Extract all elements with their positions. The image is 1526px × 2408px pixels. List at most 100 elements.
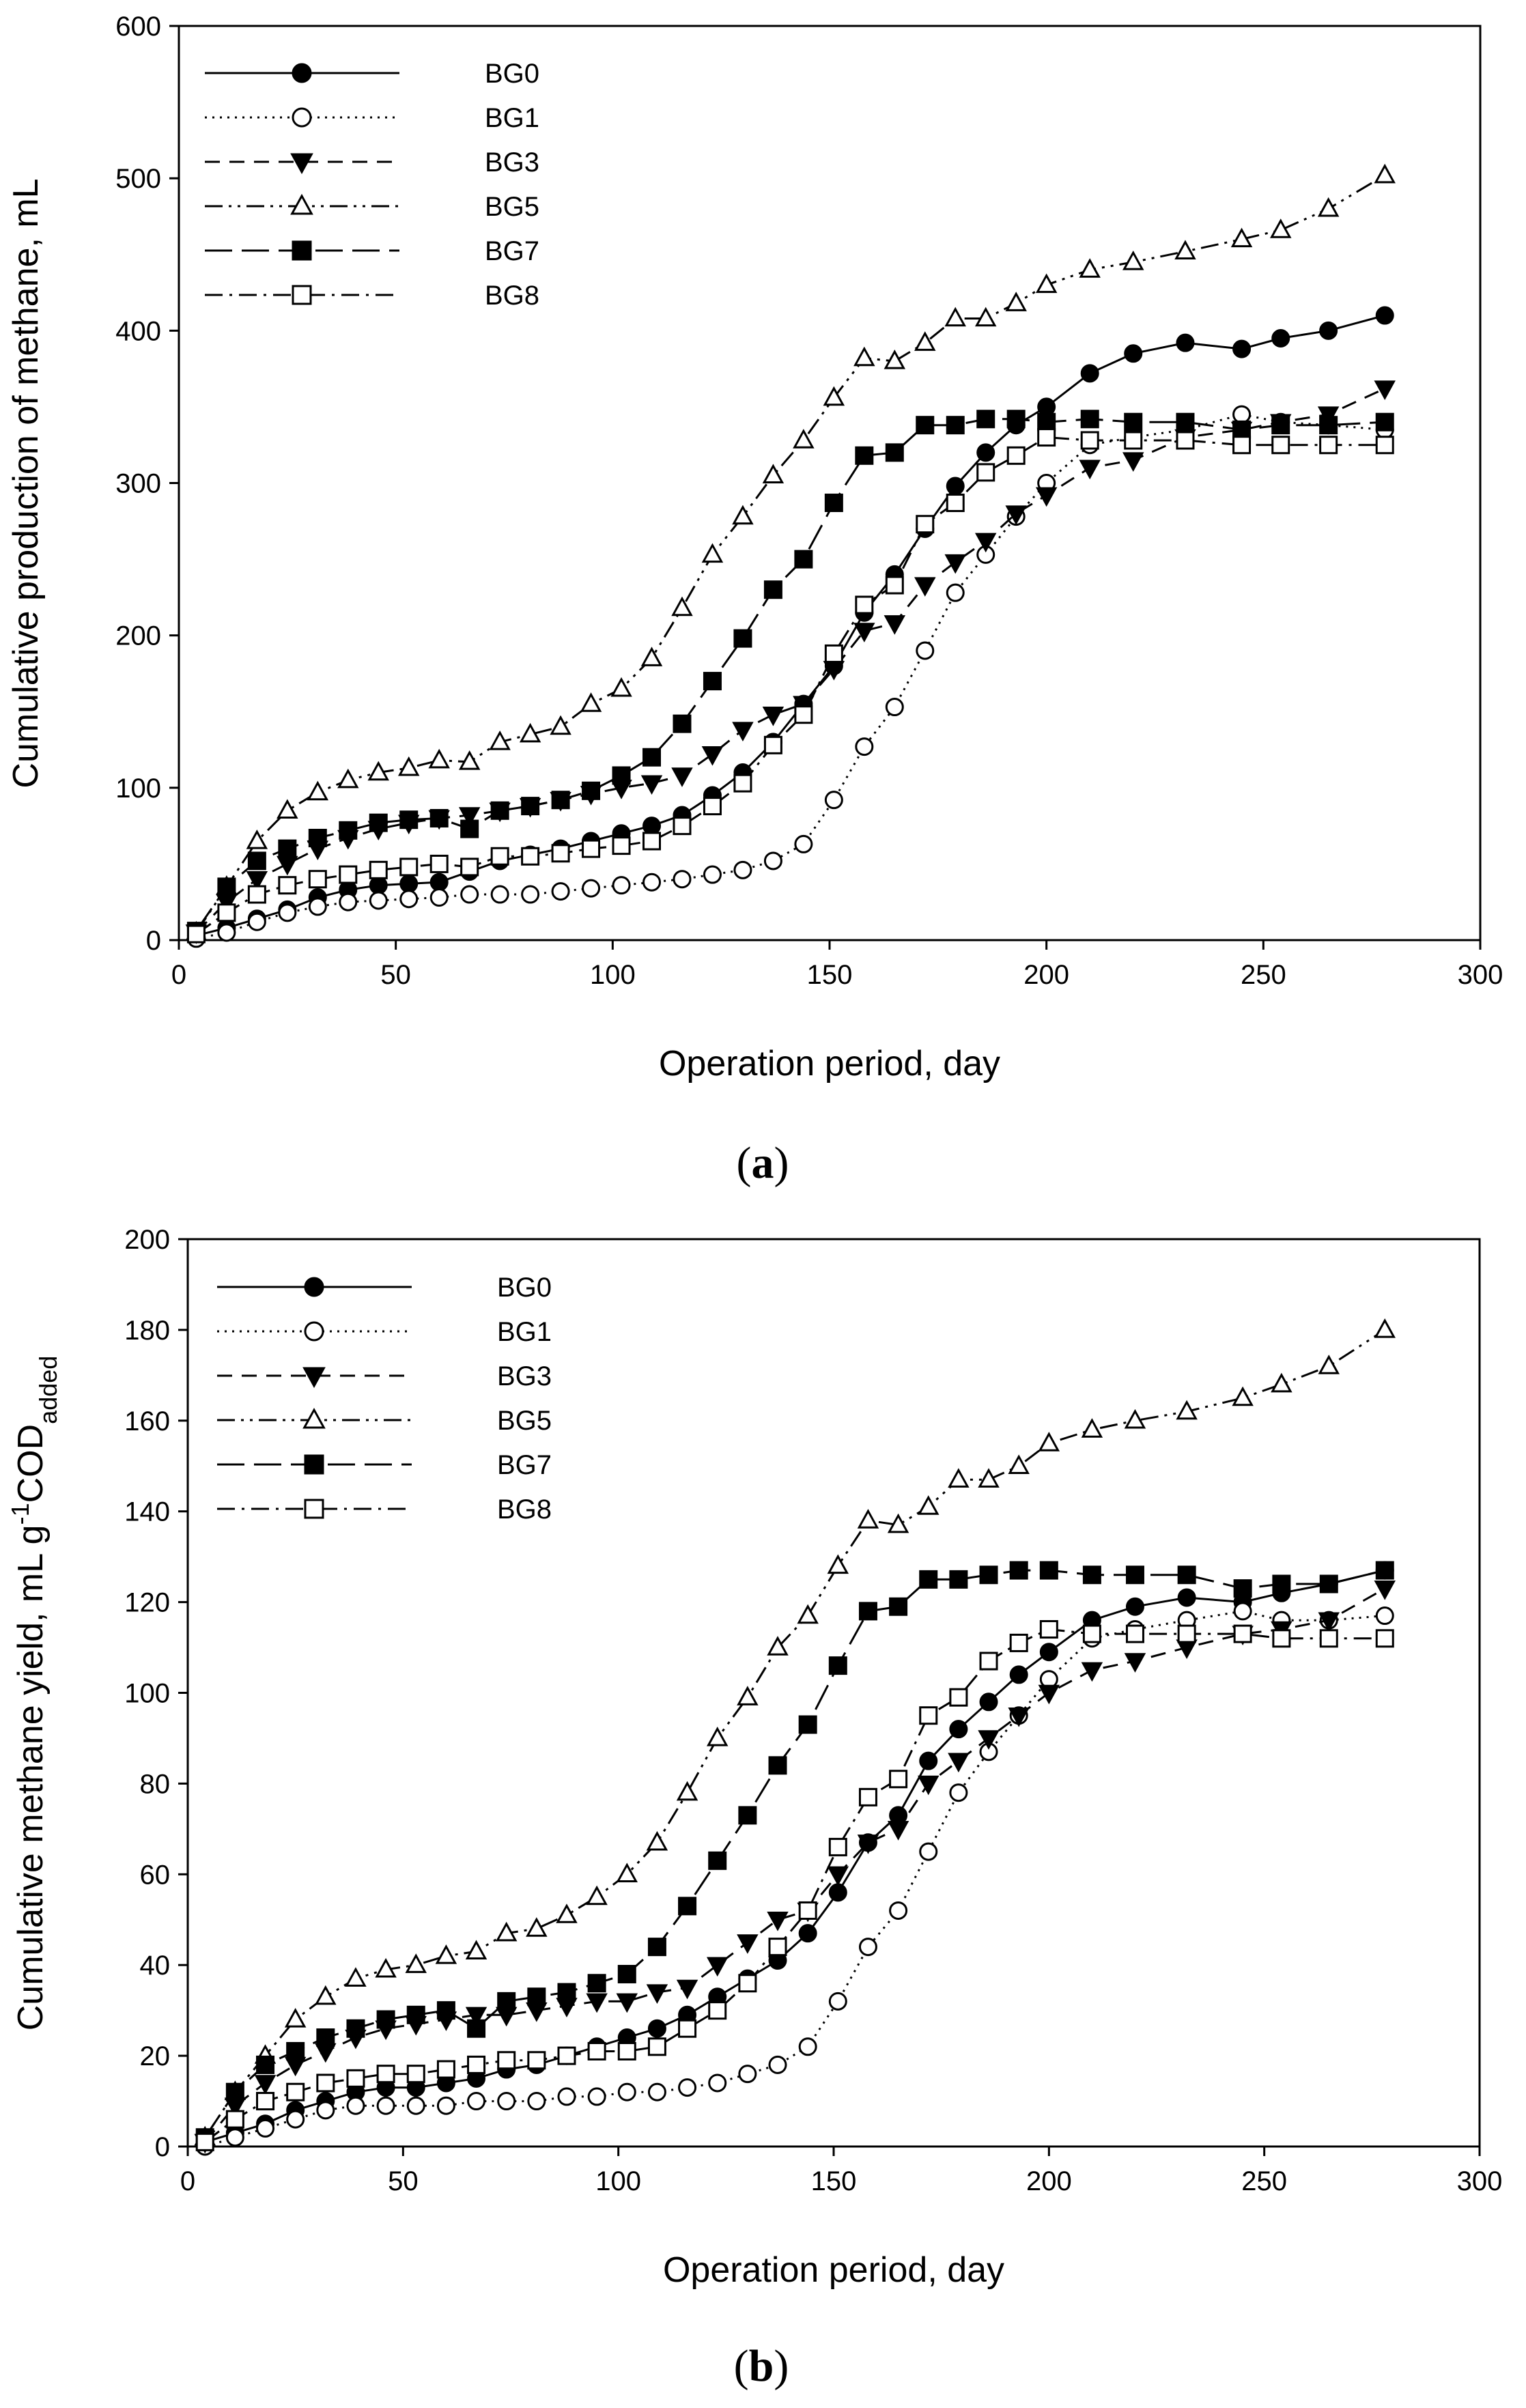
chart-a-y-axis-title: Cumulative production of methane, mL — [6, 178, 46, 788]
data-point-bg5 — [646, 1830, 668, 1851]
data-point-bg7 — [1009, 1561, 1028, 1580]
data-point-bg7 — [919, 1570, 938, 1589]
data-point-bg5 — [519, 722, 541, 743]
data-point-bg8 — [497, 2051, 516, 2070]
data-point-bg5 — [367, 761, 389, 781]
data-point-bg7 — [824, 494, 843, 513]
data-point-bg8 — [824, 644, 843, 663]
data-point-bg5 — [1081, 1418, 1103, 1438]
data-point-bg1 — [286, 2110, 305, 2129]
data-point-bg8 — [1082, 1624, 1101, 1643]
chart-b: 0 50 100 150 200 250 300 0 20 40 60 80 100 120 140 160 1… — [6, 1225, 1503, 2391]
data-point-bg1 — [587, 2087, 606, 2106]
series-bg5 — [185, 163, 1396, 941]
data-point-bg7 — [733, 629, 752, 648]
data-point-bg7 — [1176, 412, 1195, 431]
data-point-bg7 — [1124, 412, 1143, 431]
data-point-bg5 — [610, 677, 632, 697]
data-point-bg1 — [916, 641, 935, 660]
data-point-bg1 — [217, 923, 236, 942]
data-point-bg3 — [1035, 487, 1058, 507]
x-tick-label: 250 — [1241, 960, 1286, 990]
legend-label: BG1 — [485, 103, 539, 133]
data-point-bg7 — [278, 839, 297, 858]
data-point-bg1 — [460, 885, 479, 904]
data-point-bg3 — [857, 1835, 879, 1854]
series-bg8 — [186, 428, 1394, 944]
chart-a: 0 50 100 150 200 250 300 0 100 200 300 400 500 600 BG… — [6, 12, 1503, 1188]
legend-item-bg1: BG1 — [217, 1317, 552, 1347]
legend-marker-bg1 — [292, 107, 312, 128]
data-point-bg3 — [978, 1730, 1000, 1750]
data-point-bg8 — [582, 839, 601, 858]
data-point-bg5 — [914, 331, 936, 351]
data-point-bg7 — [1039, 1561, 1058, 1580]
data-point-bg7 — [1375, 412, 1394, 431]
legend-label: BG1 — [497, 1317, 552, 1347]
y-tick-label: 40 — [140, 1951, 171, 1981]
data-point-bg8 — [436, 2060, 455, 2079]
data-point-bg8 — [399, 858, 419, 877]
data-point-bg5 — [1005, 292, 1027, 311]
data-point-bg8 — [858, 1787, 877, 1807]
data-point-bg8 — [916, 515, 935, 534]
data-point-bg5 — [948, 1468, 970, 1488]
legend-label: BG5 — [485, 192, 539, 222]
y-tick-label: 60 — [140, 1860, 171, 1890]
data-point-bg1 — [346, 2096, 365, 2115]
data-point-bg0 — [1319, 321, 1338, 340]
data-point-bg5 — [797, 1604, 819, 1624]
data-point-bg1 — [551, 882, 570, 901]
y-tick-label: 200 — [115, 621, 161, 651]
legend-marker-bg8 — [304, 1499, 324, 1519]
data-point-bg8 — [946, 494, 965, 513]
series-bg3 — [185, 380, 1396, 944]
data-point-bg3 — [646, 1984, 668, 2004]
data-point-bg5 — [762, 464, 785, 484]
legend-label: BG3 — [485, 147, 539, 178]
data-point-bg5 — [428, 748, 450, 769]
data-point-bg1 — [828, 1992, 847, 2011]
data-point-bg3 — [762, 707, 785, 726]
data-point-bg8 — [1319, 1629, 1338, 1648]
data-point-bg8 — [527, 2051, 546, 2070]
data-point-bg5 — [823, 386, 845, 406]
data-point-bg8 — [1272, 1629, 1291, 1648]
data-point-bg3 — [914, 577, 936, 597]
data-point-bg5 — [1232, 1386, 1254, 1406]
data-point-bg5 — [767, 1636, 789, 1656]
data-point-bg7 — [217, 877, 236, 896]
data-point-bg0 — [949, 1720, 968, 1739]
series-bg7 — [186, 410, 1394, 941]
x-tick-label: 100 — [590, 960, 636, 990]
data-point-bg7 — [490, 801, 509, 820]
data-point-bg1 — [673, 870, 692, 889]
data-point-bg7 — [855, 446, 874, 465]
legend-label: BG0 — [485, 59, 539, 89]
y-tick-label: 160 — [124, 1406, 170, 1436]
data-point-bg3 — [1317, 406, 1340, 426]
data-point-bg8 — [885, 576, 904, 595]
data-point-bg8 — [642, 832, 662, 851]
data-point-bg5 — [1079, 258, 1101, 278]
data-point-bg7 — [497, 1992, 516, 2011]
data-point-bg8 — [369, 860, 388, 879]
data-point-bg3 — [732, 722, 754, 741]
data-point-bg5 — [1271, 1372, 1292, 1393]
x-tick-label: 250 — [1241, 2166, 1287, 2196]
chart-b-legend: BG0 BG1 BG3 BG5 BG7 BG8 — [217, 1273, 552, 1525]
legend-item-bg8: BG8 — [205, 281, 539, 311]
y-tick-label: 120 — [124, 1588, 170, 1618]
data-point-bg8 — [557, 2046, 576, 2065]
data-point-bg5 — [701, 543, 724, 563]
data-point-bg7 — [763, 580, 782, 599]
data-point-bg5 — [853, 346, 875, 367]
data-point-bg7 — [858, 1602, 877, 1621]
data-point-bg5 — [1374, 1318, 1396, 1338]
legend-marker-bg8 — [292, 285, 312, 305]
chart-b-y-axis-title-rest: COD — [11, 1424, 51, 1503]
data-point-bg1 — [247, 912, 266, 931]
data-point-bg5 — [1317, 197, 1340, 217]
data-point-bg1 — [521, 885, 540, 904]
legend-label: BG8 — [485, 281, 539, 311]
